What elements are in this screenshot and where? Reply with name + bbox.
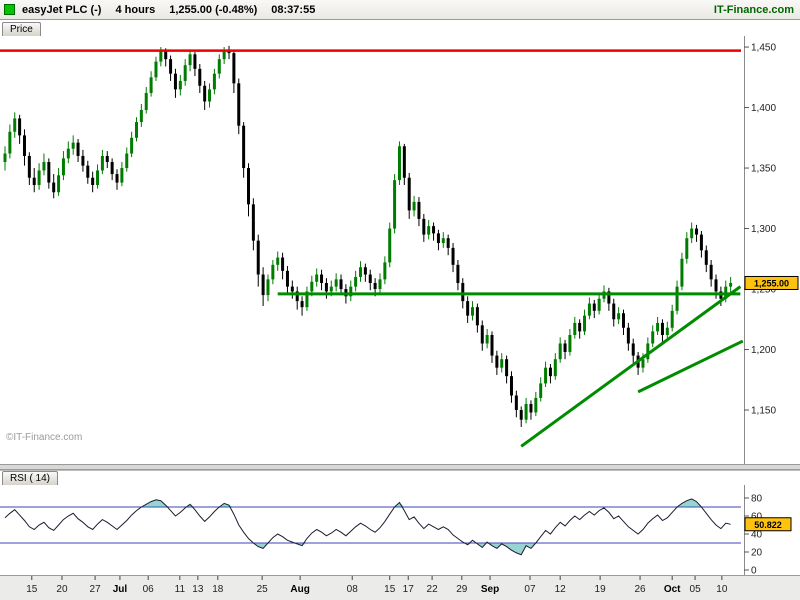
last-quote: 1,255.00 (-0.48%) bbox=[169, 3, 258, 16]
price-tab-row: Price bbox=[0, 20, 800, 36]
title-bar: easyJet PLC (-) 4 hours 1,255.00 (-0.48%… bbox=[0, 0, 800, 20]
instrument-name: easyJet PLC (-) bbox=[22, 3, 102, 16]
rsi-chart[interactable]: 80 60 40 20 0 50.822 bbox=[0, 485, 800, 575]
svg-text:1,200: 1,200 bbox=[751, 345, 776, 356]
svg-text:18: 18 bbox=[212, 584, 224, 595]
tab-rsi[interactable]: RSI ( 14) bbox=[2, 471, 59, 485]
rsi-value-badge: 50.822 bbox=[744, 517, 792, 532]
svg-text:07: 07 bbox=[524, 584, 536, 595]
instrument-status-icon bbox=[4, 4, 15, 15]
panel-splitter[interactable] bbox=[0, 464, 800, 470]
trendline-2 bbox=[637, 339, 744, 394]
svg-text:22: 22 bbox=[427, 584, 439, 595]
svg-text:19: 19 bbox=[595, 584, 607, 595]
price-chart-canvas[interactable]: 1,450 1,400 1,350 1,300 1,250 1,200 1,150 ©IT-F… bbox=[0, 36, 800, 464]
svg-text:1,450: 1,450 bbox=[751, 43, 776, 54]
svg-text:20: 20 bbox=[56, 584, 68, 595]
svg-text:40: 40 bbox=[751, 530, 763, 541]
svg-text:26: 26 bbox=[634, 584, 646, 595]
svg-text:1,255.00: 1,255.00 bbox=[754, 278, 789, 288]
svg-text:1,300: 1,300 bbox=[751, 224, 776, 235]
clock: 08:37:55 bbox=[271, 3, 316, 16]
svg-text:25: 25 bbox=[257, 584, 269, 595]
svg-text:1,350: 1,350 bbox=[751, 164, 776, 175]
svg-text:06: 06 bbox=[143, 584, 155, 595]
trendline-1 bbox=[520, 285, 742, 448]
oversold-zone-fill bbox=[5, 543, 731, 555]
brand-link[interactable]: IT-Finance.com bbox=[713, 3, 794, 16]
watermark: ©IT-Finance.com bbox=[6, 432, 82, 443]
time-axis[interactable]: 15 20 27 Jul 06 11 13 18 25 Aug 08 15 17 22 29 Sep 07 12 1… bbox=[0, 575, 800, 600]
svg-text:05: 05 bbox=[690, 584, 702, 595]
rsi-tab-row: RSI ( 14) bbox=[0, 470, 800, 485]
svg-text:10: 10 bbox=[716, 584, 728, 595]
svg-text:11: 11 bbox=[175, 584, 186, 595]
svg-text:20: 20 bbox=[751, 548, 763, 559]
svg-text:17: 17 bbox=[403, 584, 415, 595]
tab-price[interactable]: Price bbox=[2, 22, 41, 36]
svg-text:1,150: 1,150 bbox=[751, 406, 776, 417]
rsi-line bbox=[4, 498, 731, 556]
time-axis-canvas[interactable]: 15 20 27 Jul 06 11 13 18 25 Aug 08 15 17 22 29 Sep 07 12 1… bbox=[0, 576, 800, 600]
timeframe-label: 4 hours bbox=[115, 3, 156, 16]
price-chart[interactable]: 1,450 1,400 1,350 1,300 1,250 1,200 1,150 ©IT-F… bbox=[0, 36, 800, 464]
rsi-chart-canvas[interactable]: 80 60 40 20 0 50.822 bbox=[0, 485, 800, 575]
svg-text:15: 15 bbox=[26, 584, 38, 595]
svg-text:60: 60 bbox=[751, 512, 763, 523]
svg-text:1,400: 1,400 bbox=[751, 103, 776, 114]
svg-text:13: 13 bbox=[192, 584, 204, 595]
overbought-zone-fill bbox=[5, 498, 731, 507]
svg-text:29: 29 bbox=[456, 584, 468, 595]
svg-text:80: 80 bbox=[751, 494, 763, 505]
svg-text:15: 15 bbox=[384, 584, 396, 595]
last-price-badge: 1,255.00 bbox=[744, 275, 799, 290]
svg-text:12: 12 bbox=[555, 584, 567, 595]
svg-text:0: 0 bbox=[751, 566, 757, 576]
svg-text:Jul: Jul bbox=[113, 584, 128, 595]
svg-text:Sep: Sep bbox=[481, 584, 499, 595]
svg-text:Aug: Aug bbox=[290, 584, 309, 595]
svg-text:Oct: Oct bbox=[664, 584, 681, 595]
svg-text:27: 27 bbox=[90, 584, 102, 595]
svg-text:08: 08 bbox=[347, 584, 359, 595]
svg-text:1,250: 1,250 bbox=[751, 285, 776, 296]
svg-text:50.822: 50.822 bbox=[754, 520, 782, 530]
